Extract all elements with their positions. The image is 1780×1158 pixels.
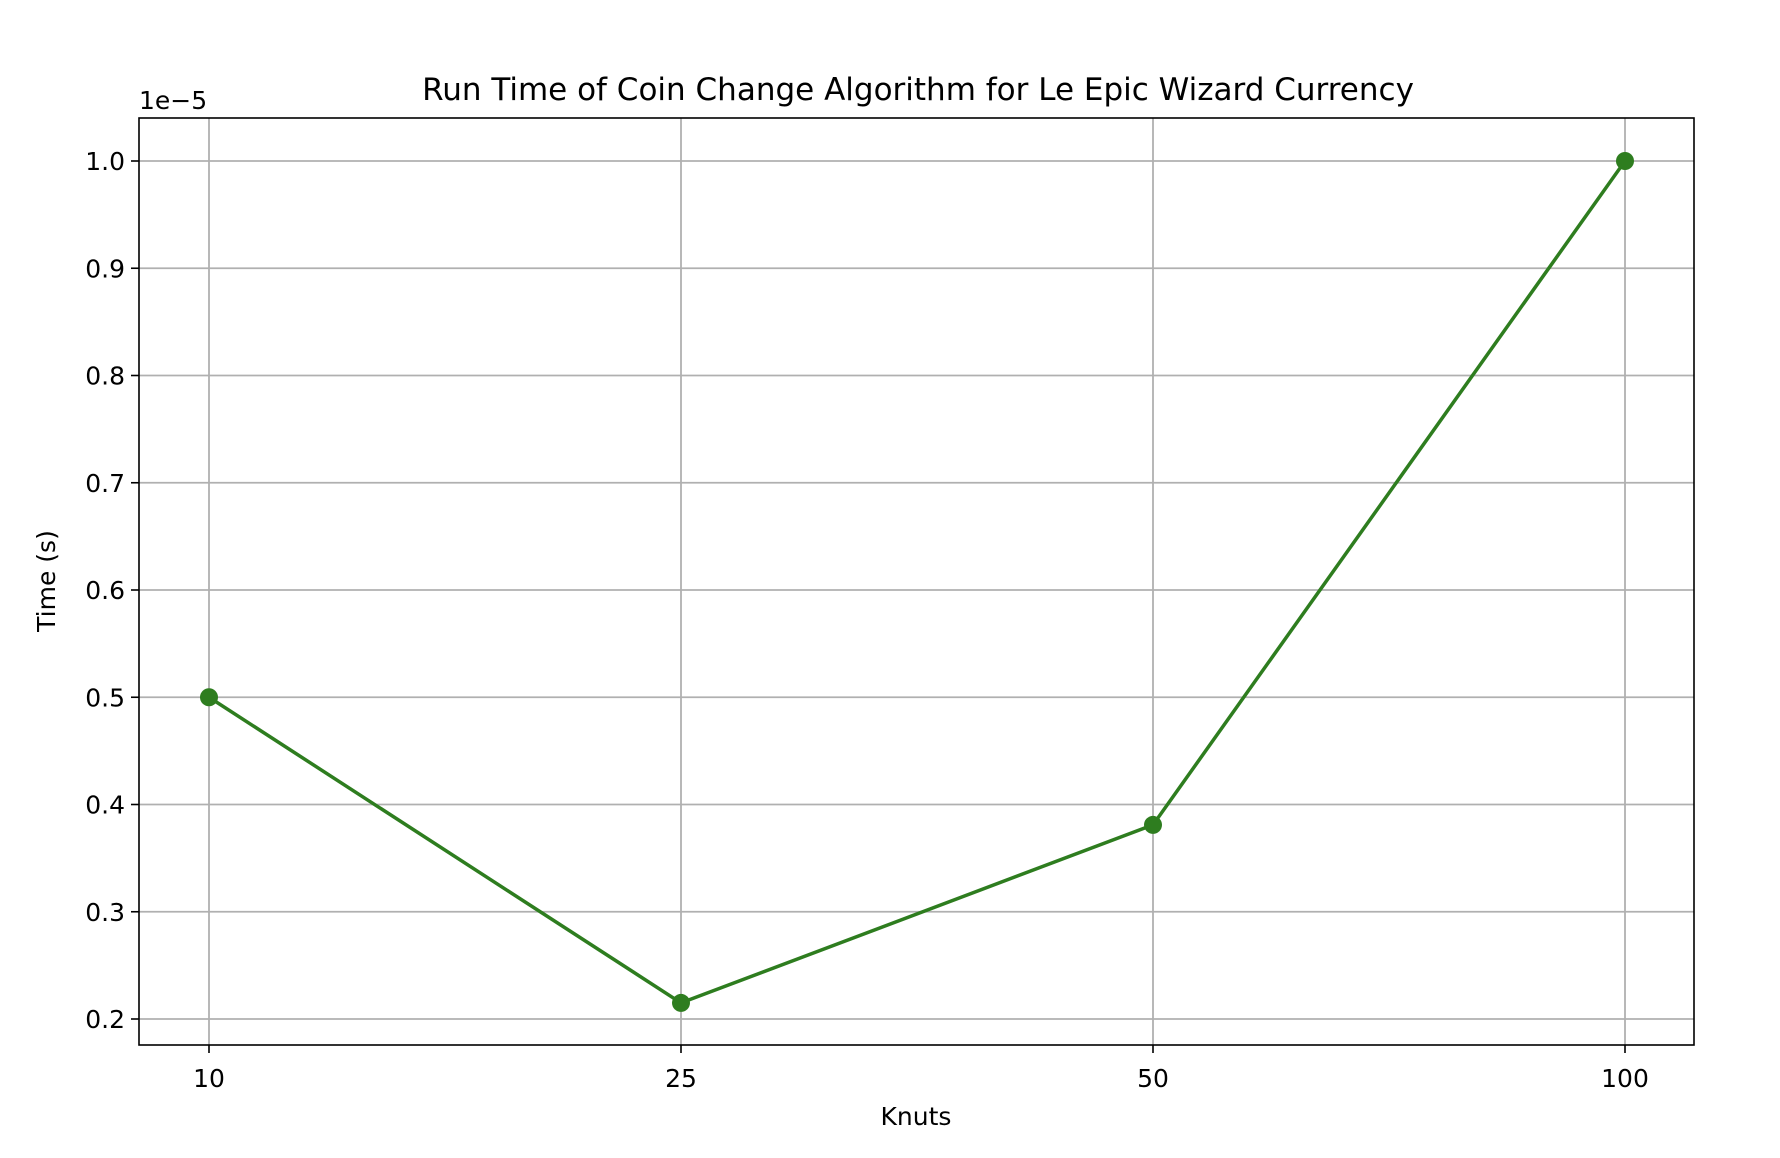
x-tick-label: 25 — [665, 1064, 697, 1093]
axis-ticks: 0.2 0.3 0.4 0.5 0.6 0.7 0.8 0.9 1.0 10 25 50 100 — [85, 147, 1649, 1093]
y-tick-label: 0.2 — [85, 1005, 125, 1034]
series-layer — [200, 152, 1634, 1012]
x-tick-label: 10 — [193, 1064, 225, 1093]
y-tick-label: 1.0 — [85, 147, 125, 176]
series-line — [208, 159, 1627, 1005]
data-point-100 — [1616, 152, 1634, 170]
y-tick-label: 0.9 — [85, 254, 125, 283]
grid — [139, 118, 1694, 1045]
chart-title: Run Time of Coin Change Algorithm for Le… — [422, 72, 1414, 108]
data-point-25 — [672, 993, 690, 1012]
y-tick-label: 0.7 — [85, 469, 125, 498]
y-tick-label: 0.6 — [85, 576, 125, 605]
y-tick-label: 0.4 — [85, 791, 125, 820]
x-tick-label: 50 — [1137, 1064, 1169, 1093]
data-point-50 — [1144, 815, 1162, 834]
y-axis-offset-label: 1e−5 — [139, 86, 207, 115]
plot-frame — [138, 117, 1695, 1046]
y-tick-label: 0.8 — [85, 362, 125, 391]
y-tick-label: 0.5 — [85, 683, 125, 712]
x-tick-label: 100 — [1601, 1064, 1649, 1093]
y-tick-label: 0.3 — [85, 898, 125, 927]
y-axis-label: Time (s) — [32, 530, 61, 633]
data-point-10 — [200, 688, 218, 707]
x-axis-label: Knuts — [881, 1102, 952, 1131]
